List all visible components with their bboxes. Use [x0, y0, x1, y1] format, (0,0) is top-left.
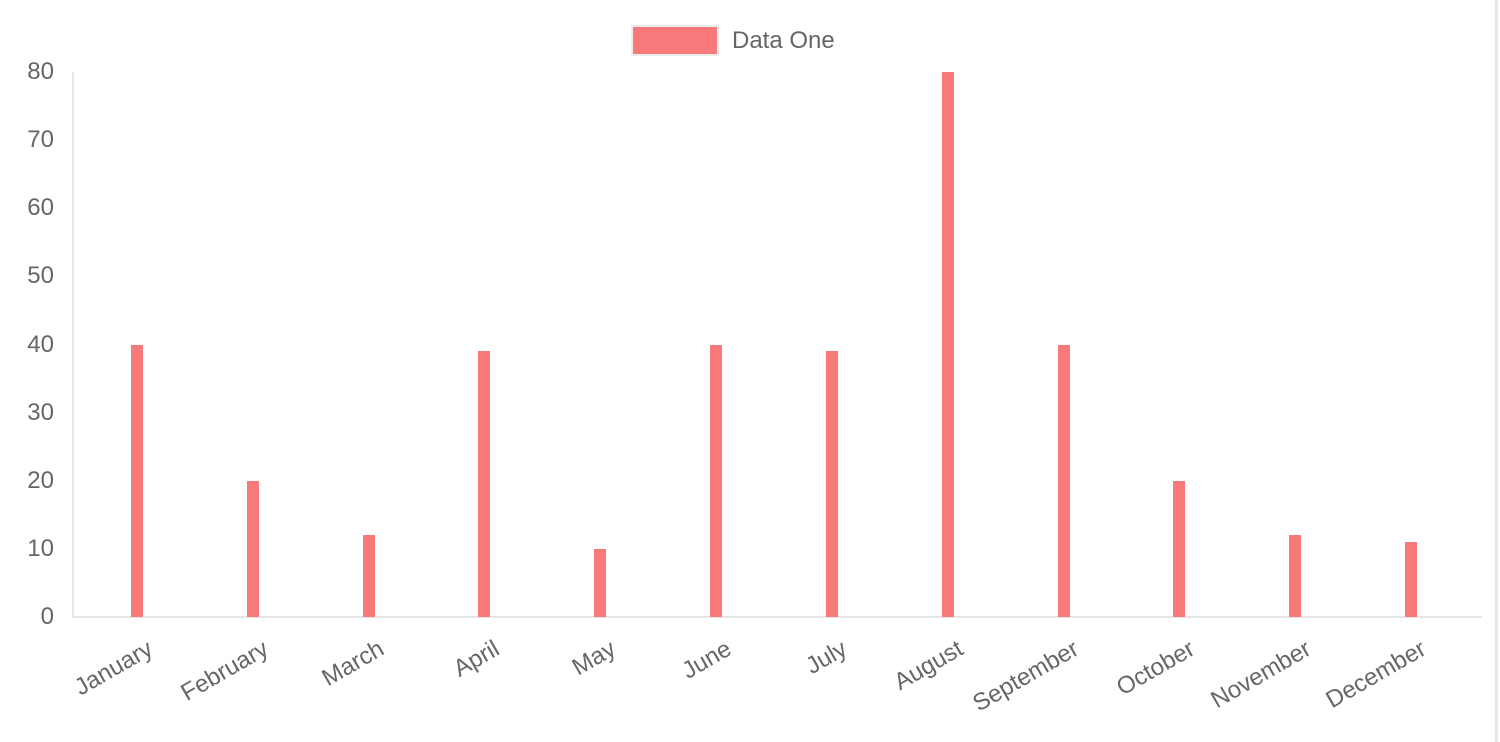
y-axis-tick-label-0: 0 — [40, 603, 54, 630]
x-axis-label-november: November — [1205, 635, 1316, 714]
x-axis-label-january: January — [69, 635, 157, 702]
x-axis-label-february: February — [176, 635, 273, 707]
x-axis-label-december: December — [1321, 635, 1432, 714]
x-axis-label-april: April — [449, 635, 505, 683]
bar-february[interactable] — [246, 480, 259, 617]
y-axis-tick-label-60: 60 — [27, 194, 54, 222]
x-axis-label-september: September — [968, 635, 1084, 718]
bar-december[interactable] — [1405, 542, 1418, 617]
y-axis-tick-label-20: 20 — [27, 466, 54, 494]
y-axis-tick-label-30: 30 — [27, 398, 54, 426]
y-axis-tick-label-50: 50 — [27, 262, 54, 290]
legend-label: Data One — [732, 27, 835, 54]
x-axis-label-october: October — [1111, 635, 1200, 702]
x-axis-label-march: March — [317, 635, 389, 692]
x-axis-label-august: August — [889, 635, 968, 696]
legend-color-swatch — [633, 27, 717, 54]
y-axis-tick-label-10: 10 — [27, 534, 54, 562]
x-axis-label-july: July — [801, 635, 852, 680]
x-axis-label-may: May — [567, 635, 621, 682]
bar-march[interactable] — [362, 535, 375, 617]
bar-june[interactable] — [710, 344, 723, 617]
y-axis-tick-label-40: 40 — [27, 330, 54, 358]
right-edge-divider — [1495, 0, 1498, 742]
y-axis-tick-label-80: 80 — [27, 58, 54, 85]
x-axis-line — [72, 616, 1482, 618]
legend-item-data-one[interactable]: Data One — [633, 27, 835, 54]
y-axis-tick-label-70: 70 — [27, 126, 54, 154]
bar-july[interactable] — [825, 351, 838, 617]
x-axis-label-june: June — [677, 635, 737, 685]
bar-november[interactable] — [1289, 535, 1302, 617]
bar-january[interactable] — [130, 344, 143, 617]
bar-may[interactable] — [594, 548, 607, 617]
bar-october[interactable] — [1173, 480, 1186, 617]
bar-april[interactable] — [478, 351, 491, 617]
y-axis-line — [72, 72, 74, 618]
bar-august[interactable] — [941, 72, 954, 617]
bar-september[interactable] — [1057, 344, 1070, 617]
chart-legend: Data One — [633, 27, 835, 54]
